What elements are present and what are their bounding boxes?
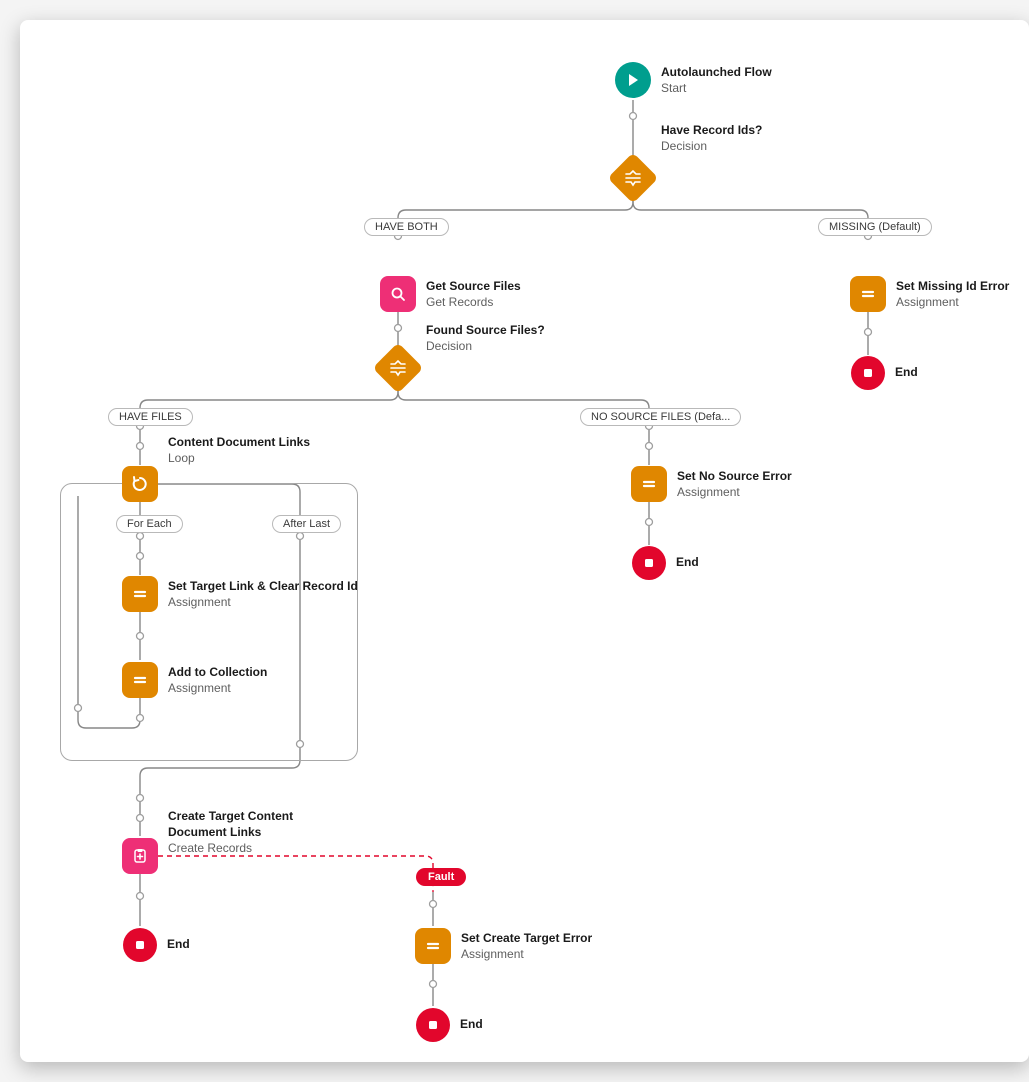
pill-after-last: After Last bbox=[272, 515, 341, 533]
addcoll-sub: Assignment bbox=[168, 680, 267, 696]
endnosource-title: End bbox=[676, 554, 699, 570]
flow-canvas: Autolaunched Flow Start Have Record Ids?… bbox=[20, 20, 1029, 1062]
settarget-title: Set Target Link & Clear Record Id bbox=[168, 578, 358, 594]
pill-for-each: For Each bbox=[116, 515, 183, 533]
create-icon bbox=[122, 838, 158, 874]
getsource-title: Get Source Files bbox=[426, 278, 521, 294]
equals-icon bbox=[415, 928, 451, 964]
search-icon bbox=[380, 276, 416, 312]
setmissing-title: Set Missing Id Error bbox=[896, 278, 1009, 294]
play-icon bbox=[615, 62, 651, 98]
stop-icon bbox=[851, 356, 885, 390]
equals-icon bbox=[631, 466, 667, 502]
settarget-sub: Assignment bbox=[168, 594, 358, 610]
stop-icon bbox=[416, 1008, 450, 1042]
loop-sub: Loop bbox=[168, 450, 310, 466]
setmissing-sub: Assignment bbox=[896, 294, 1009, 310]
getsource-sub: Get Records bbox=[426, 294, 521, 310]
pill-have-both: HAVE BOTH bbox=[364, 218, 449, 236]
dec1-title: Have Record Ids? bbox=[661, 122, 762, 138]
equals-icon bbox=[122, 662, 158, 698]
dec2-sub: Decision bbox=[426, 338, 545, 354]
pill-have-files: HAVE FILES bbox=[108, 408, 193, 426]
endcreate-title: End bbox=[167, 936, 190, 952]
loop-title: Content Document Links bbox=[168, 434, 310, 450]
stop-icon bbox=[123, 928, 157, 962]
setnosource-sub: Assignment bbox=[677, 484, 792, 500]
setcreateerr-sub: Assignment bbox=[461, 946, 592, 962]
pill-fault: Fault bbox=[416, 868, 466, 886]
setcreateerr-title: Set Create Target Error bbox=[461, 930, 592, 946]
setnosource-title: Set No Source Error bbox=[677, 468, 792, 484]
pill-missing-default: MISSING (Default) bbox=[818, 218, 932, 236]
decision-icon bbox=[608, 153, 659, 204]
addcoll-title: Add to Collection bbox=[168, 664, 267, 680]
equals-icon bbox=[122, 576, 158, 612]
equals-icon bbox=[850, 276, 886, 312]
createtarget-title: Create Target Content Document Links bbox=[168, 808, 338, 840]
dec1-sub: Decision bbox=[661, 138, 762, 154]
endfault-title: End bbox=[460, 1016, 483, 1032]
endmissing-title: End bbox=[895, 364, 918, 380]
stop-icon bbox=[632, 546, 666, 580]
start-sub: Start bbox=[661, 80, 772, 96]
createtarget-sub: Create Records bbox=[168, 840, 338, 856]
decision-icon bbox=[373, 343, 424, 394]
dec2-title: Found Source Files? bbox=[426, 322, 545, 338]
start-title: Autolaunched Flow bbox=[661, 64, 772, 80]
loop-icon bbox=[122, 466, 158, 502]
pill-no-source-files: NO SOURCE FILES (Defa... bbox=[580, 408, 741, 426]
